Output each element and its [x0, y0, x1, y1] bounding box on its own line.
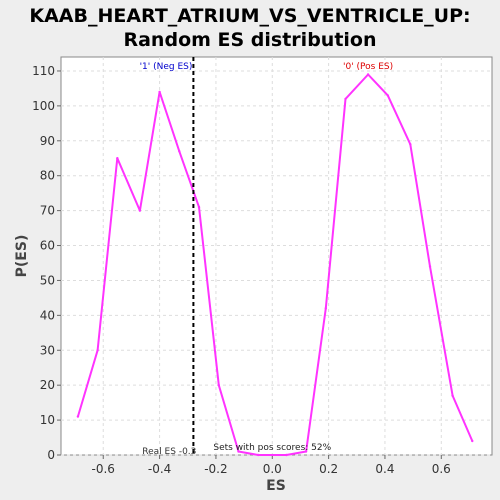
y-tick-label: 100: [32, 99, 55, 113]
data-point: [197, 205, 201, 209]
annotations: Real ES -0.3 '1' (Neg ES) '0' (Pos ES) Sets…: [140, 57, 393, 457]
axes: 0 10 20 30 40 50 60 70 80 90 100 110 -0.6 -0.4 -0.2 0.0…: [32, 64, 451, 476]
data-point: [409, 143, 412, 146]
y-tick-label: 10: [40, 413, 55, 427]
data-point: [178, 150, 181, 153]
data-point: [304, 450, 308, 453]
y-tick-label: 60: [40, 239, 55, 253]
data-point: [256, 453, 260, 457]
x-tick-label: -0.4: [148, 462, 171, 476]
series-layer: [76, 73, 474, 457]
x-tick-label: -0.6: [92, 462, 115, 476]
pos-scores-label: Sets with pos scores: 52%: [213, 443, 331, 453]
data-point: [217, 383, 220, 387]
plot-area: [60, 56, 493, 456]
y-tick-label: 70: [40, 204, 55, 218]
data-point: [116, 157, 119, 160]
y-tick-label: 90: [40, 134, 55, 148]
data-point: [451, 394, 454, 397]
data-point: [386, 94, 389, 97]
chart-title: KAAB_HEART_ATRIUM_VS_VENTRICLE_UP:: [29, 5, 470, 27]
x-tick-label: 0.0: [263, 462, 282, 476]
y-tick-label: 20: [40, 378, 55, 392]
x-tick-label: -0.2: [204, 462, 227, 476]
es-distribution-line: [76, 73, 474, 456]
x-tick-label: 0.6: [432, 462, 451, 476]
neg-es-label: '1' (Neg ES): [140, 62, 193, 72]
data-point: [138, 209, 142, 212]
data-point: [96, 349, 99, 352]
data-point: [324, 307, 327, 310]
y-tick-label: 0: [47, 448, 55, 462]
data-point: [366, 73, 370, 76]
y-tick-label: 80: [40, 169, 55, 183]
x-axis-title: ES: [266, 478, 286, 494]
data-point: [285, 453, 288, 457]
x-tick-label: 0.2: [319, 462, 338, 476]
data-point: [471, 439, 474, 443]
pos-es-label: '0' (Pos ES): [343, 62, 393, 72]
y-axis-title: P(ES): [14, 235, 30, 278]
data-point: [76, 415, 80, 418]
data-point: [428, 265, 432, 268]
y-tick-label: 30: [40, 343, 55, 357]
y-tick-label: 50: [40, 273, 55, 287]
real-es-label: Real ES -0.3: [142, 447, 196, 457]
data-point: [158, 90, 161, 94]
y-tick-label: 110: [32, 64, 55, 78]
data-point: [344, 97, 347, 101]
y-tick-label: 40: [40, 308, 55, 322]
data-point: [237, 450, 240, 453]
grid: [61, 57, 492, 456]
x-tick-label: 0.4: [375, 462, 394, 476]
chart-subtitle: Random ES distribution: [123, 29, 376, 51]
